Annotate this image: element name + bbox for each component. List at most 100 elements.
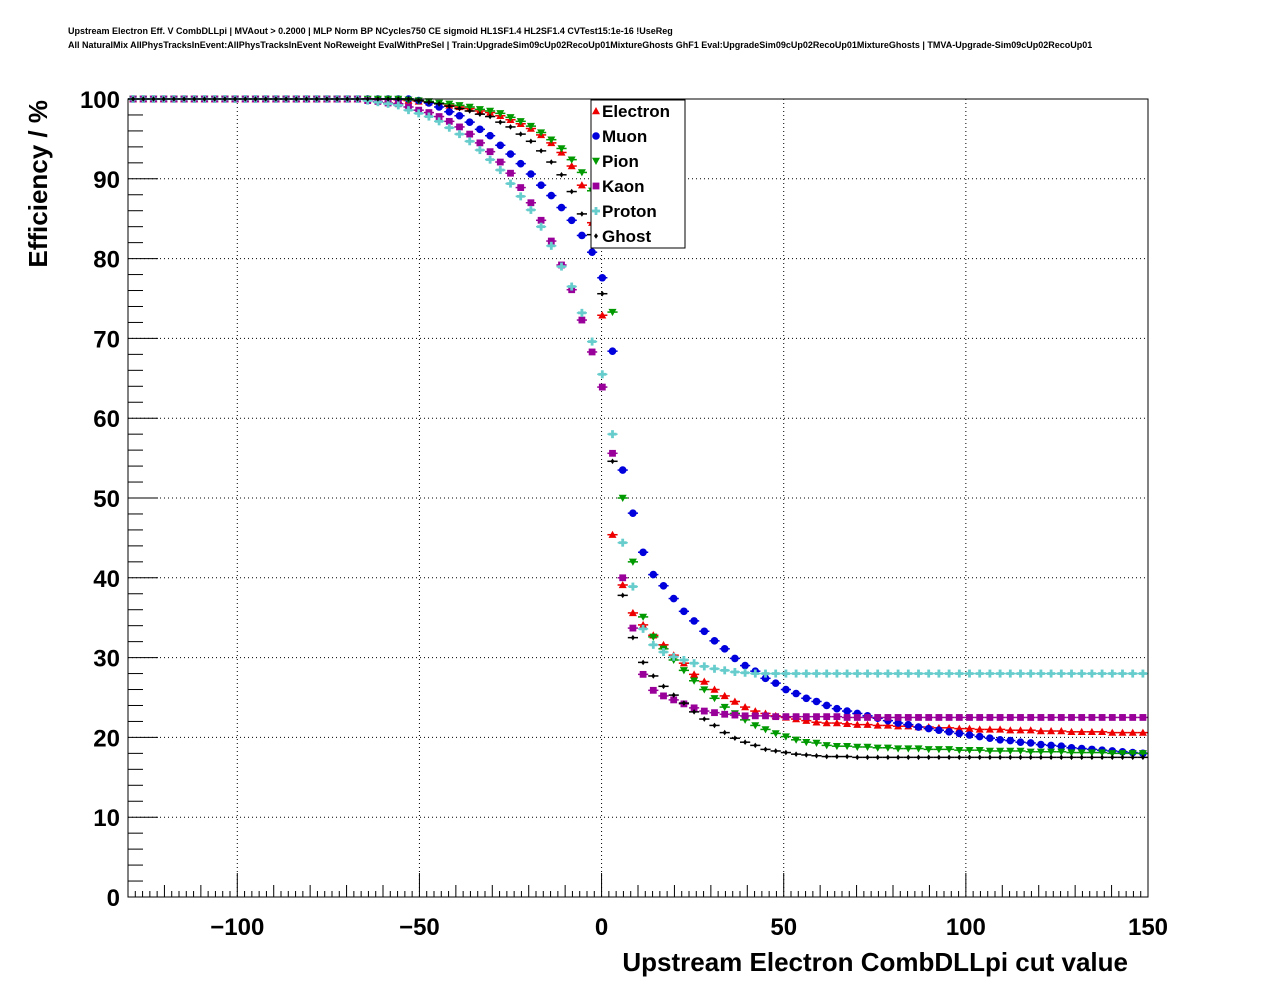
point-marker (1027, 714, 1035, 721)
triangle-up-marker (975, 725, 984, 733)
point-marker (588, 337, 597, 346)
point-marker (608, 308, 617, 317)
data-point (566, 162, 577, 170)
data-point (760, 669, 771, 678)
data-point (729, 667, 740, 676)
data-point (831, 704, 842, 713)
triangle-up-marker (1016, 726, 1025, 734)
point-marker (896, 754, 901, 761)
point-marker (476, 125, 484, 134)
cross-marker-v (886, 669, 890, 678)
data-point (1056, 754, 1067, 761)
point-marker (761, 726, 770, 734)
point-marker (802, 716, 811, 724)
square-marker (660, 692, 667, 700)
point-marker (496, 166, 505, 175)
point-marker (1128, 728, 1137, 736)
point-marker (822, 719, 831, 727)
point-marker (751, 712, 759, 720)
point-marker (628, 558, 637, 566)
diamond-marker (824, 753, 829, 760)
data-point (1035, 754, 1046, 761)
data-point (678, 655, 689, 664)
data-point (740, 668, 751, 677)
diamond-marker (743, 739, 748, 745)
point-marker (720, 691, 729, 700)
data-point (485, 155, 496, 164)
point-marker (456, 123, 463, 131)
data-point (995, 747, 1006, 755)
point-marker (476, 139, 484, 147)
point-marker (924, 724, 933, 733)
data-point (1117, 750, 1128, 758)
point-marker (567, 282, 576, 291)
point-marker (608, 347, 617, 355)
point-marker (904, 745, 913, 753)
point-marker (516, 118, 525, 126)
square-marker (1068, 714, 1075, 721)
point-marker (1059, 754, 1064, 761)
square-marker (1006, 714, 1014, 721)
cross-marker-v (570, 282, 574, 291)
data-point (1086, 669, 1097, 678)
circle-marker (527, 170, 535, 178)
point-marker (618, 580, 627, 589)
y-tick-label: 50 (93, 486, 120, 513)
data-point (444, 103, 455, 109)
point-marker (1067, 727, 1076, 736)
triangle-down-marker (1057, 748, 1066, 756)
data-point (474, 111, 485, 117)
point-marker (1128, 669, 1137, 678)
point-marker (814, 752, 819, 759)
data-point (1117, 754, 1128, 761)
square-marker (639, 670, 647, 678)
circle-marker (567, 216, 576, 225)
circle-marker (935, 726, 943, 735)
point-marker (1057, 748, 1066, 756)
point-marker (782, 685, 790, 694)
data-point (617, 574, 628, 582)
point-marker (549, 159, 554, 165)
point-marker (936, 754, 941, 761)
cross-marker-v (1070, 669, 1073, 678)
circle-marker (924, 724, 933, 733)
data-point (546, 136, 557, 144)
data-point (750, 669, 761, 678)
cross-marker-v (1121, 669, 1124, 678)
point-marker (394, 101, 403, 110)
point-marker (741, 712, 749, 720)
point-marker (955, 724, 964, 732)
data-point (556, 203, 567, 212)
data-point (525, 205, 536, 214)
point-marker (743, 739, 748, 745)
point-marker (822, 742, 831, 750)
data-point (648, 686, 659, 694)
data-point (658, 581, 669, 590)
point-marker (802, 694, 811, 703)
point-marker (426, 99, 431, 105)
point-marker (947, 754, 952, 761)
data-point (1076, 749, 1087, 757)
data-point (1056, 727, 1067, 735)
point-marker (639, 624, 648, 633)
data-point (872, 721, 883, 729)
data-point (760, 712, 771, 720)
data-point (872, 714, 883, 721)
point-marker (537, 216, 545, 224)
triangle-down-marker (802, 738, 811, 747)
triangle-down-marker (863, 743, 872, 751)
square-marker (945, 714, 953, 721)
triangle-down-marker (1138, 750, 1147, 758)
data-point (1066, 727, 1077, 736)
triangle-down-marker (618, 494, 627, 502)
data-point (821, 713, 832, 721)
data-point (719, 729, 730, 736)
circle-marker (700, 627, 709, 636)
triangle-down-marker (965, 746, 974, 755)
cross-marker-v (458, 130, 461, 139)
point-marker (577, 308, 586, 317)
point-marker (465, 118, 474, 126)
point-marker (445, 117, 453, 125)
point-marker (692, 709, 697, 715)
point-marker (934, 669, 943, 678)
